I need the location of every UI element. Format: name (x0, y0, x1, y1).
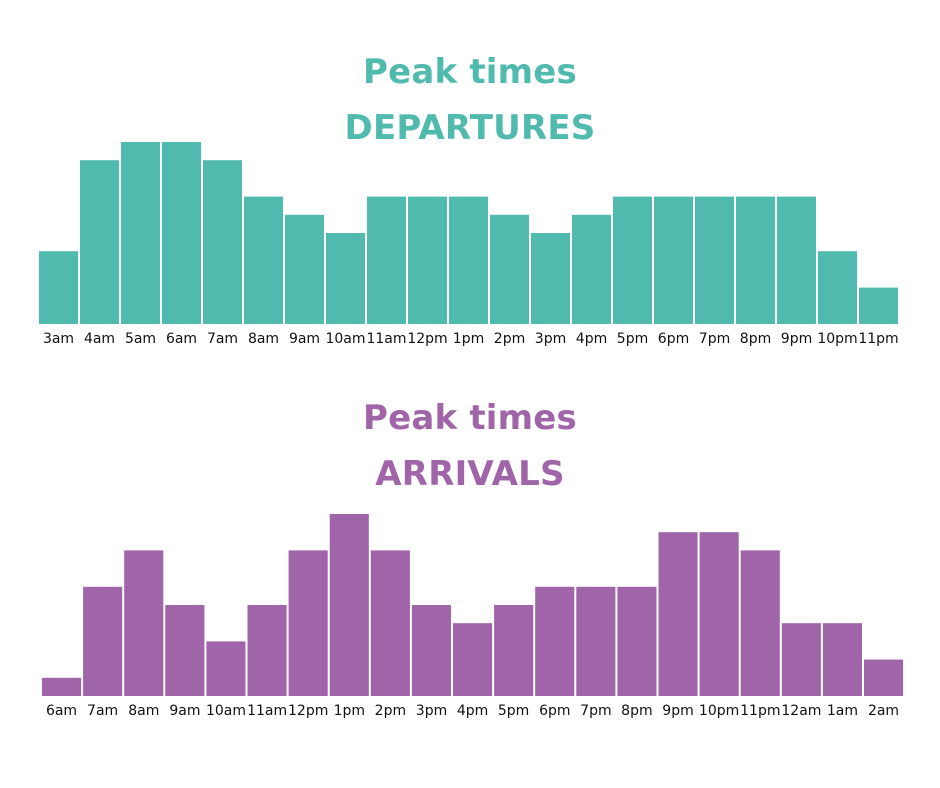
departures-bar-3am (39, 251, 78, 324)
arrivals-tick-label: 6pm (539, 703, 570, 719)
arrivals-bar-6pm (535, 586, 575, 696)
arrivals-tick-label: 2pm (375, 703, 406, 719)
departures-bar-5pm (613, 196, 652, 324)
arrivals-bar-7pm (576, 586, 616, 696)
departures-bar-1pm (449, 196, 488, 324)
arrivals-bar-6am (42, 677, 82, 696)
arrivals-tick-label: 1am (827, 703, 858, 719)
arrivals-bar-10am (206, 641, 246, 696)
arrivals-bar-12am (781, 623, 821, 696)
departures-bar-8pm (736, 196, 775, 324)
arrivals-tick-label: 11am (247, 703, 287, 719)
departures-tick-label: 9pm (781, 331, 812, 347)
arrivals-bar-8am (124, 550, 164, 696)
departures-tick-label: 7pm (699, 331, 730, 347)
departures-bar-8am (244, 196, 283, 324)
departures-bar-6am (162, 142, 201, 324)
arrivals-subtitle: ARRIVALS (375, 454, 565, 494)
arrivals-tick-label: 8pm (621, 703, 652, 719)
arrivals-tick-label: 1pm (334, 703, 365, 719)
departures-tick-label: 10am (325, 331, 365, 347)
arrivals-tick-label: 9pm (662, 703, 693, 719)
departures-tick-label: 6am (166, 331, 197, 347)
arrivals-tick-label: 4pm (457, 703, 488, 719)
departures-bar-7am (203, 160, 242, 324)
arrivals-bar-4pm (453, 623, 493, 696)
arrivals-bar-3pm (411, 605, 451, 696)
departures-tick-label: 7am (207, 331, 238, 347)
departures-title: Peak times (362, 52, 577, 92)
departures-tick-label: 4am (84, 331, 115, 347)
arrivals-tick-label: 12am (781, 703, 821, 719)
arrivals-tick-label: 3pm (416, 703, 447, 719)
departures-tick-label: 8am (248, 331, 279, 347)
departures-bar-11am (367, 196, 406, 324)
arrivals-bar-9pm (658, 532, 698, 696)
departures-tick-label: 6pm (658, 331, 689, 347)
departures-bar-7pm (695, 196, 734, 324)
arrivals-bar-7am (83, 586, 123, 696)
arrivals-bar-1am (822, 623, 862, 696)
departures-tick-label: 11pm (858, 331, 898, 347)
arrivals-bar-2pm (370, 550, 410, 696)
arrivals-tick-label: 11pm (740, 703, 780, 719)
departures-bar-12pm (408, 196, 447, 324)
departures-tick-label: 3am (43, 331, 74, 347)
departures-bar-10am (326, 233, 365, 324)
departures-bar-10pm (818, 251, 857, 324)
arrivals-bar-11pm (740, 550, 780, 696)
departures-tick-label: 12pm (407, 331, 447, 347)
departures-tick-label: 4pm (576, 331, 607, 347)
departures-bar-5am (121, 142, 160, 324)
departures-tick-label: 5am (125, 331, 156, 347)
arrivals-tick-label: 10pm (699, 703, 739, 719)
departures-tick-label: 5pm (617, 331, 648, 347)
arrivals-bar-9am (165, 605, 205, 696)
departures-tick-label: 2pm (494, 331, 525, 347)
departures-bar-chart: 3am 4am 5am 6am 7am 8am 9am 10am 11am 12pm 1pm 2pm 3… (39, 142, 899, 347)
departures-tick-label: 8pm (740, 331, 771, 347)
arrivals-tick-label: 8am (128, 703, 159, 719)
departures-bar-4am (80, 160, 119, 324)
departures-bar-9pm (777, 196, 816, 324)
arrivals-tick-label: 2am (868, 703, 899, 719)
departures-bar-11pm (859, 287, 898, 324)
arrivals-bar-chart: 6am 7am 8am 9am 10am 11am 12pm 1pm 2pm 3pm 4pm 5pm 6… (42, 514, 904, 719)
departures-bar-3pm (531, 233, 570, 324)
departures-bar-6pm (654, 196, 693, 324)
arrivals-tick-label: 7am (87, 703, 118, 719)
arrivals-tick-label: 7pm (580, 703, 611, 719)
departures-tick-label: 11am (366, 331, 406, 347)
arrivals-tick-label: 6am (46, 703, 77, 719)
departures-tick-label: 1pm (453, 331, 484, 347)
departures-tick-label: 10pm (817, 331, 857, 347)
departures-subtitle: DEPARTURES (344, 108, 596, 148)
arrivals-bar-5pm (494, 605, 534, 696)
arrivals-bar-10pm (699, 532, 739, 696)
departures-tick-label: 3pm (535, 331, 566, 347)
arrivals-title: Peak times (362, 398, 577, 438)
arrivals-bar-1pm (329, 514, 369, 696)
arrivals-tick-label: 10am (206, 703, 246, 719)
arrivals-tick-label: 12pm (288, 703, 328, 719)
departures-bar-2pm (490, 214, 529, 324)
arrivals-bar-2am (864, 659, 904, 696)
arrivals-tick-label: 9am (169, 703, 200, 719)
arrivals-bar-8pm (617, 586, 657, 696)
arrivals-tick-label: 5pm (498, 703, 529, 719)
departures-tick-label: 9am (289, 331, 320, 347)
departures-bar-9am (285, 214, 324, 324)
arrivals-bar-12pm (288, 550, 328, 696)
departures-bar-4pm (572, 214, 611, 324)
arrivals-bar-11am (247, 605, 287, 696)
